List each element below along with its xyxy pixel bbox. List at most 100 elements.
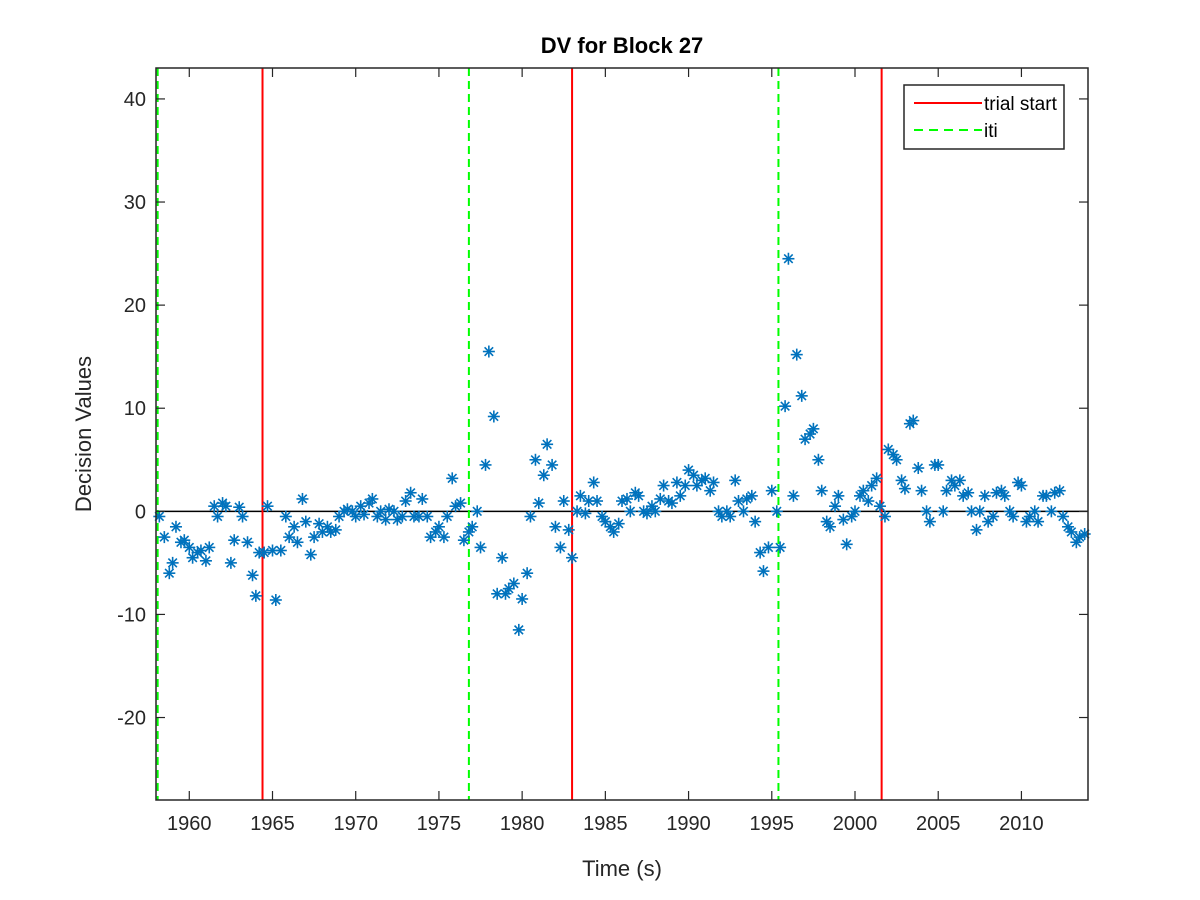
data-point: [233, 501, 246, 514]
data-point: [882, 443, 895, 456]
data-point: [729, 474, 742, 487]
data-point: [249, 589, 262, 602]
data-point: [246, 569, 259, 582]
data-point: [288, 520, 301, 533]
data-point: [862, 495, 875, 508]
data-point: [987, 510, 1000, 523]
data-point: [807, 422, 820, 435]
data-point: [920, 505, 933, 518]
data-point: [907, 414, 920, 427]
data-point: [554, 541, 567, 554]
data-point: [657, 479, 670, 492]
y-tick-label: -20: [117, 708, 146, 730]
data-point: [779, 400, 792, 413]
data-point: [546, 458, 559, 471]
data-point: [199, 554, 212, 567]
data-point: [404, 486, 417, 499]
reference-lines: [156, 68, 1088, 800]
y-tick-label: -10: [117, 604, 146, 626]
y-tick-label: 30: [124, 192, 146, 214]
data-point: [211, 510, 224, 523]
data-point: [566, 551, 579, 564]
data-point: [865, 479, 878, 492]
legend: trial start iti: [903, 84, 1065, 150]
data-point: [437, 531, 450, 544]
data-point: [937, 505, 950, 518]
data-point: [620, 492, 633, 505]
x-tick-label: 1980: [500, 813, 545, 835]
data-point: [441, 510, 454, 523]
x-tick-label: 1975: [417, 813, 462, 835]
data-point: [649, 505, 662, 518]
x-tick-label: 2010: [999, 813, 1044, 835]
data-point: [158, 531, 171, 544]
data-point: [1032, 515, 1045, 528]
data-point: [474, 541, 487, 554]
data-point: [153, 510, 166, 523]
data-point: [236, 510, 249, 523]
data-point: [304, 548, 317, 561]
data-point: [754, 546, 767, 559]
data-point: [283, 531, 296, 544]
data-point: [695, 474, 708, 487]
data-point: [737, 505, 750, 518]
y-tick-label: 0: [135, 501, 146, 523]
data-point: [679, 479, 692, 492]
data-point: [840, 538, 853, 551]
data-point: [1045, 505, 1058, 518]
data-point: [857, 484, 870, 497]
data-point: [329, 523, 342, 536]
data-point: [308, 531, 321, 544]
data-point: [529, 453, 542, 466]
data-point: [516, 592, 529, 605]
chart-title: DV for Block 27: [541, 33, 704, 58]
data-point: [507, 577, 520, 590]
data-point: [870, 472, 883, 485]
y-axis-ticks: -20 -10 0 10 20 30 40: [117, 89, 1088, 730]
legend-label: trial start: [984, 94, 1058, 115]
legend-box: [903, 84, 1065, 150]
data-point: [790, 348, 803, 361]
data-point: [973, 505, 986, 518]
data-point: [654, 492, 667, 505]
x-tick-label: 2005: [916, 813, 961, 835]
data-point: [607, 525, 620, 538]
data-point: [183, 541, 196, 554]
x-tick-label: 1985: [583, 813, 628, 835]
data-point: [579, 507, 592, 520]
data-point: [587, 476, 600, 489]
data-point: [1065, 525, 1078, 538]
data-point: [296, 492, 309, 505]
data-point: [521, 567, 534, 580]
data-point: [591, 495, 604, 508]
data-point: [829, 500, 842, 513]
data-point: [487, 410, 500, 423]
data-point: [261, 500, 274, 513]
data-point: [824, 520, 837, 533]
x-tick-label: 1995: [750, 813, 795, 835]
data-point: [745, 489, 758, 502]
data-point: [496, 551, 509, 564]
data-point: [279, 510, 292, 523]
data-point: [379, 513, 392, 526]
data-point: [612, 517, 625, 530]
data-point: [662, 495, 675, 508]
data-point: [724, 510, 737, 523]
data-point: [241, 536, 254, 549]
x-tick-label: 1990: [666, 813, 711, 835]
data-point: [912, 462, 925, 475]
data-point: [757, 565, 770, 578]
data-point: [665, 497, 678, 510]
data-point: [169, 520, 182, 533]
data-point: [632, 489, 645, 502]
data-point: [269, 593, 282, 606]
data-point: [1015, 479, 1028, 492]
data-point: [599, 515, 612, 528]
plot-frame: [155, 67, 1089, 801]
data-point: [396, 510, 409, 523]
data-point: [258, 546, 271, 559]
data-point: [637, 505, 650, 518]
data-point: [837, 513, 850, 526]
x-axis-ticks: 1960 1965 1970 1975 1980 1985 1990 1995 2000 2005…: [167, 68, 1044, 835]
